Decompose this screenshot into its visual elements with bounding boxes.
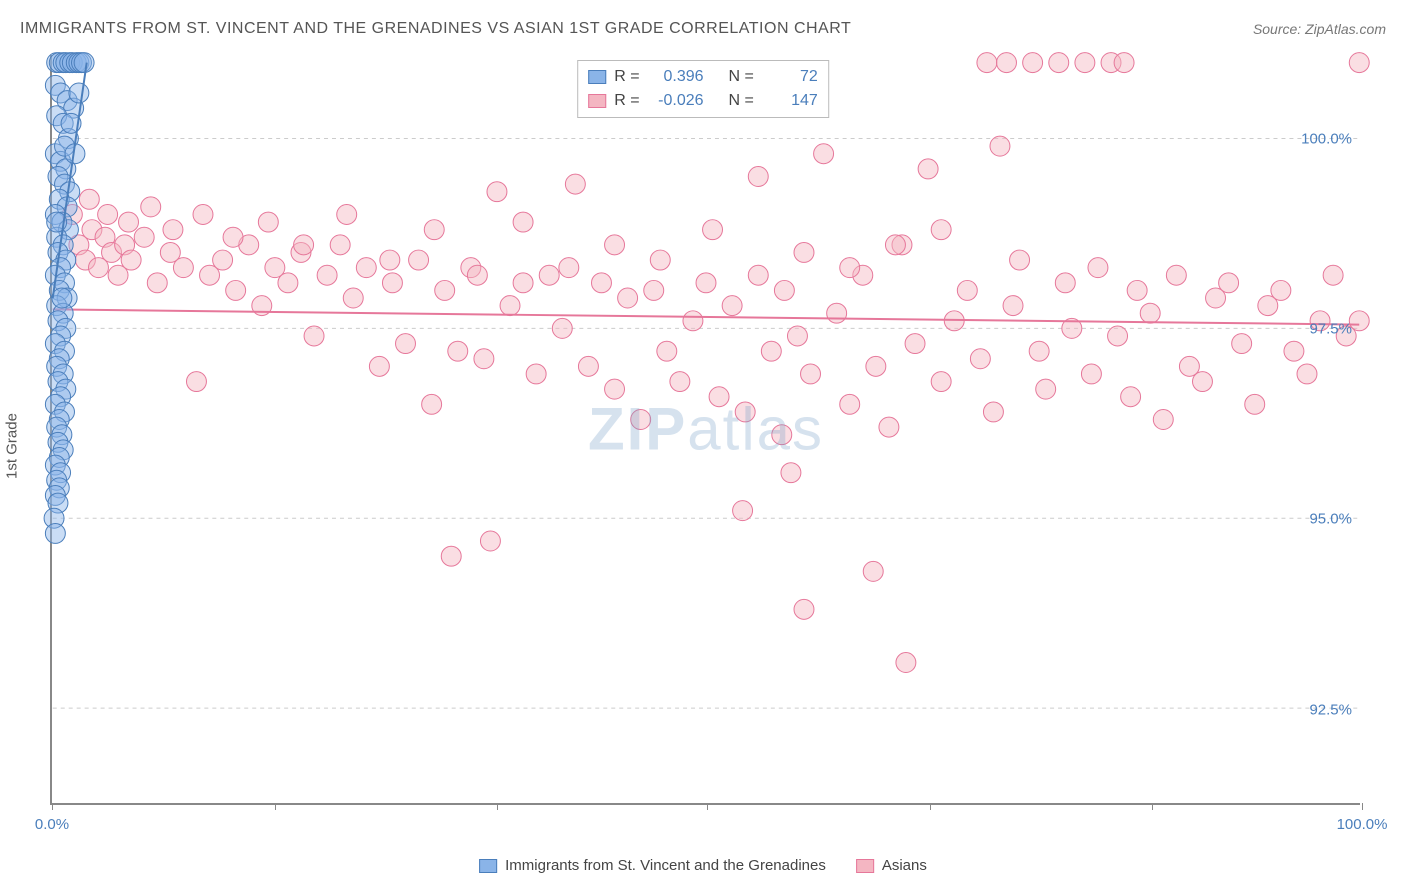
swatch-svg-icon <box>479 859 497 873</box>
value-n-asian: 147 <box>762 89 818 113</box>
plot-area: 100.0%97.5%95.0%92.5% 0.0%100.0% ZIPatla… <box>50 55 1360 805</box>
y-tick-label: 97.5% <box>1309 321 1352 338</box>
title-bar: IMMIGRANTS FROM ST. VINCENT AND THE GREN… <box>20 20 1386 38</box>
y-tick-label: 95.0% <box>1309 511 1352 528</box>
swatch-asian-icon <box>856 859 874 873</box>
swatch-svg-icon <box>588 70 606 84</box>
value-n-svg: 72 <box>762 65 818 89</box>
legend-stats-box: R = 0.396 N = 72 R = -0.026 N = 147 <box>577 60 829 118</box>
value-r-asian: -0.026 <box>648 89 704 113</box>
bottom-legend: Immigrants from St. Vincent and the Gren… <box>479 857 927 874</box>
legend-label-asian: Asians <box>882 857 927 874</box>
label-r: R = <box>614 65 639 89</box>
legend-item-asian: Asians <box>856 857 927 874</box>
y-axis-label: 1st Grade <box>4 413 21 479</box>
y-tick-label: 92.5% <box>1309 701 1352 718</box>
chart-svg <box>52 55 1360 803</box>
x-tick-label: 0.0% <box>35 816 69 833</box>
y-tick-label: 100.0% <box>1301 130 1352 147</box>
x-tick-label: 100.0% <box>1337 816 1388 833</box>
swatch-asian-icon <box>588 94 606 108</box>
label-n: N = <box>728 89 753 113</box>
label-n: N = <box>728 65 753 89</box>
legend-stats-row-svg: R = 0.396 N = 72 <box>588 65 818 89</box>
legend-label-svg: Immigrants from St. Vincent and the Gren… <box>505 857 826 874</box>
legend-stats-row-asian: R = -0.026 N = 147 <box>588 89 818 113</box>
source-label: Source: ZipAtlas.com <box>1253 21 1386 37</box>
chart-title: IMMIGRANTS FROM ST. VINCENT AND THE GREN… <box>20 20 851 38</box>
legend-item-svg: Immigrants from St. Vincent and the Gren… <box>479 857 826 874</box>
label-r: R = <box>614 89 639 113</box>
value-r-svg: 0.396 <box>648 65 704 89</box>
